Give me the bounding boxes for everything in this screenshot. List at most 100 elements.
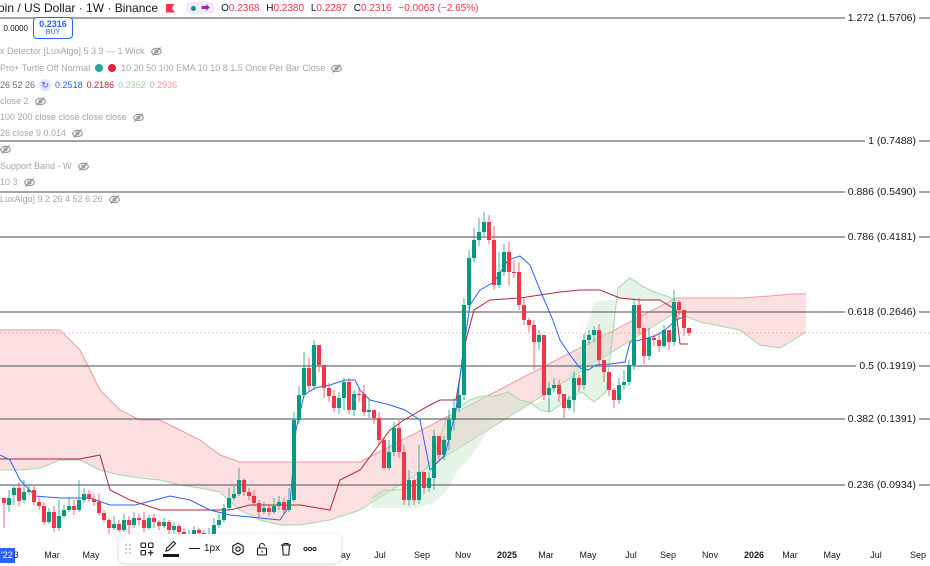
indicator-label: 26 52 26 — [0, 80, 36, 90]
indicator-params: 10 20 50 100 EMA 10 10 8 1.5 Once Per Ba… — [121, 63, 326, 73]
indicator-row-9[interactable]: 10 3 — [0, 175, 35, 189]
indicator-row-6[interactable]: 26 close 9 0.014 — [0, 126, 83, 140]
time-axis-label: Mar — [44, 550, 60, 560]
indicator-row-5[interactable]: 100 200 close close close close — [0, 110, 144, 124]
fib-level-label: 0.786 (0.4181) — [844, 231, 919, 243]
drag-handle-icon[interactable] — [121, 534, 135, 563]
object-tree-button[interactable] — [135, 534, 159, 563]
indicator-label: 100 200 close close close close — [0, 112, 127, 122]
buy-button[interactable]: 0.2316 BUY — [33, 17, 73, 39]
fib-level-label: 1.272 (1.5706) — [844, 12, 919, 24]
eye-off-icon[interactable] — [150, 46, 162, 56]
eye-off-icon[interactable] — [77, 161, 89, 171]
span-b-value: 0.2936 — [149, 80, 178, 90]
indicator-label: close 2 — [0, 96, 29, 106]
sell-price[interactable]: 0.0000 — [3, 23, 28, 33]
close-value: 0.2316 — [361, 2, 392, 14]
fib-level-label: 0.382 (0.1391) — [844, 413, 919, 425]
indicator-row-8[interactable]: Support Band - W — [0, 159, 89, 173]
time-axis-label: Sep — [659, 550, 677, 560]
time-axis-label: Nov — [454, 550, 472, 560]
time-axis-label: Mar — [538, 550, 554, 560]
time-axis-label: May — [82, 550, 100, 560]
fib-level-label: 0.886 (0.5490) — [844, 186, 919, 198]
line-width-button[interactable]: 1px — [183, 534, 226, 563]
eye-off-icon[interactable] — [108, 194, 120, 204]
indicator-label: 10 3 — [0, 177, 18, 187]
bearish-cloud — [0, 294, 806, 525]
fib-level-label: 0.618 (0.2646) — [844, 306, 919, 318]
time-axis-label: Jul — [870, 550, 882, 560]
settings-button[interactable] — [226, 534, 250, 563]
symbol-title-row: oin / US Dollar · 1W · Binance ⮕ O0.2368… — [0, 1, 478, 15]
span-a-value: 0.2352 — [118, 80, 146, 90]
time-axis-label: May — [823, 550, 841, 560]
change-value: −0.0063 (−2.65%) — [398, 2, 479, 14]
time-axis-label: Sep — [413, 550, 431, 560]
high-value: 0.2380 — [273, 2, 305, 14]
indicator-label: Support Band - W — [0, 161, 72, 171]
color-indicator — [163, 554, 179, 557]
indicator-label: x Detector [LuxAlgo] 5 3 3 — 1 Wick — [0, 46, 145, 56]
candlestick-series — [2, 212, 691, 540]
base-line — [0, 289, 688, 511]
pencil-color-button[interactable] — [159, 534, 183, 563]
open-label: O — [221, 2, 229, 14]
time-axis-label: 2026 — [743, 550, 765, 560]
object-tree-icon — [140, 541, 154, 556]
more-button[interactable] — [298, 534, 322, 563]
eye-off-icon[interactable] — [72, 128, 83, 138]
eye-off-icon[interactable] — [34, 96, 46, 106]
eye-off-icon[interactable] — [132, 112, 144, 122]
indicator-row-10[interactable]: LuxAlgo] 9 2 26 4 52 6 26 — [0, 192, 120, 206]
fib-level-label: 1 (0.7488) — [865, 135, 919, 147]
indicator-row-7[interactable] — [0, 142, 11, 156]
more-icon — [303, 546, 317, 551]
indicator-row-1[interactable]: x Detector [LuxAlgo] 5 3 3 — 1 Wick — [0, 44, 162, 58]
line-width-value: 1px — [204, 543, 221, 554]
indicator-label: Pro+ Turtle Off Normal — [0, 63, 91, 73]
indicator-lines — [0, 255, 688, 521]
indicator-row-2[interactable]: Pro+ Turtle Off Normal 10 20 50 100 EMA … — [0, 61, 343, 75]
open-value: 0.2368 — [228, 2, 260, 14]
unlock-icon — [257, 542, 268, 556]
time-axis-current-label: '22 — [0, 548, 15, 563]
indicator-label: 26 close 9 0.014 — [0, 128, 67, 138]
flag-icon[interactable] — [166, 4, 175, 13]
time-axis-label: Jul — [625, 550, 637, 560]
time-axis-label: Sep — [909, 550, 927, 560]
eye-off-icon[interactable] — [331, 63, 343, 73]
red-color-swatch-icon[interactable] — [108, 64, 117, 72]
low-label: L — [310, 2, 317, 14]
delete-button[interactable] — [274, 534, 298, 563]
indicator-label: LuxAlgo] 9 2 26 4 52 6 26 — [0, 194, 103, 204]
refresh-icon[interactable]: ↻ — [39, 79, 52, 91]
high-label: H — [266, 2, 274, 14]
drawing-toolbar: 1px — [119, 534, 341, 563]
market-status-pill[interactable]: ⮕ — [186, 2, 216, 14]
buy-price: 0.2316 — [39, 19, 67, 29]
trade-buttons: 0.0000 0.2316 BUY — [0, 17, 73, 39]
lock-button[interactable] — [250, 534, 274, 563]
share-icon: ⮕ — [201, 2, 211, 13]
symbol-title[interactable]: oin / US Dollar · 1W · Binance — [0, 1, 159, 15]
fib-level-label: 0.236 (0.0934) — [844, 479, 919, 491]
low-value: 0.2287 — [316, 2, 347, 14]
indicator-row-4[interactable]: close 2 — [0, 94, 46, 108]
market-open-dot-icon — [191, 5, 197, 11]
ohlc-values: O0.2368 H0.2380 L0.2287 C0.2316 −0.0063 … — [221, 3, 478, 14]
green-color-swatch-icon[interactable] — [95, 64, 104, 72]
eye-off-icon[interactable] — [23, 177, 35, 187]
settings-icon — [232, 541, 244, 556]
time-axis-label: 3 — [13, 550, 19, 560]
eye-off-icon[interactable] — [0, 144, 11, 154]
time-axis-label: May — [579, 550, 597, 560]
time-axis-label: Jul — [374, 550, 386, 560]
indicator-row-ichimoku[interactable]: 26 52 26 ↻ 0.2518 0.2186 0.2352 0.2936 — [0, 78, 177, 92]
time-axis-label: Nov — [701, 550, 719, 560]
time-axis-label: May — [333, 550, 351, 560]
buy-label: BUY — [45, 29, 61, 36]
line-style-icon — [189, 547, 200, 550]
